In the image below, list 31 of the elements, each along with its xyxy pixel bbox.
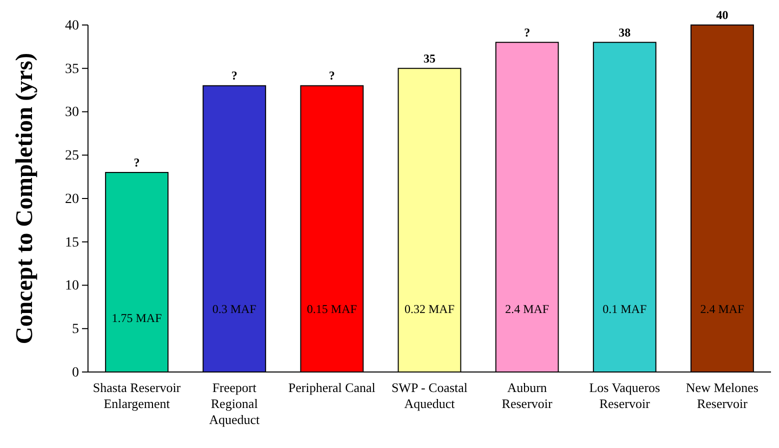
x-tick-label: Freeport Regional Aqueduct	[209, 380, 260, 427]
y-tick-label: 10	[65, 278, 79, 294]
x-tick-label: Peripheral Canal	[288, 380, 376, 395]
annotation: 2.4 MAF	[505, 302, 550, 316]
y-tick-label: 0	[72, 365, 79, 380]
y-axis-title: Concept to Completion (yrs)	[12, 52, 38, 344]
data-label: 38	[618, 25, 631, 40]
y-tick-label: 5	[72, 322, 79, 338]
y-tick-label: 15	[65, 235, 79, 250]
y-tick-label: 25	[65, 148, 79, 164]
annotation: 0.32 MAF	[404, 302, 455, 316]
annotation: 1.75 MAF	[112, 311, 162, 325]
x-tick-label: Shasta Reservoir Enlargement	[92, 380, 182, 411]
x-tick-label: New Melones Reservoir	[686, 380, 759, 411]
annotation: 0.1 MAF	[602, 302, 647, 316]
x-tick-label: SWP - Coastal Aqueduct	[391, 380, 468, 411]
x-tick-label: Los Vaqueros Reservoir	[589, 380, 660, 411]
data-label: ?	[231, 68, 238, 83]
data-label: ?	[328, 68, 335, 83]
y-tick-label: 35	[65, 62, 79, 77]
annotation: 2.4 MAF	[700, 302, 745, 316]
annotation: 0.3 MAF	[212, 302, 257, 316]
data-label: 35	[424, 51, 436, 66]
annotation: 0.15 MAF	[306, 302, 358, 316]
y-tick-label: 20	[65, 192, 79, 207]
y-tick-label: 40	[65, 18, 79, 34]
data-label: ?	[134, 155, 140, 170]
y-tick-label: 30	[65, 105, 79, 120]
data-label: 40	[716, 8, 728, 22]
data-label: ?	[524, 25, 530, 40]
x-tick-label: Auburn Reservoir	[502, 380, 554, 411]
